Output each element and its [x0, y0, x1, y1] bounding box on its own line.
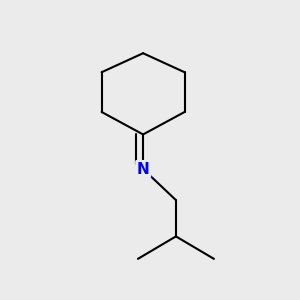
Text: N: N	[137, 161, 149, 176]
